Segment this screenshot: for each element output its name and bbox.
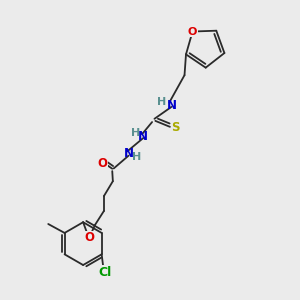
Text: H: H xyxy=(132,152,142,162)
Text: O: O xyxy=(84,231,94,244)
Text: H: H xyxy=(157,97,166,107)
Text: O: O xyxy=(98,157,107,170)
Text: H: H xyxy=(130,128,140,138)
Text: N: N xyxy=(167,99,176,112)
Text: S: S xyxy=(172,121,180,134)
Text: Cl: Cl xyxy=(98,266,111,279)
Text: N: N xyxy=(138,130,148,143)
Text: O: O xyxy=(188,26,197,37)
Text: N: N xyxy=(124,147,134,161)
